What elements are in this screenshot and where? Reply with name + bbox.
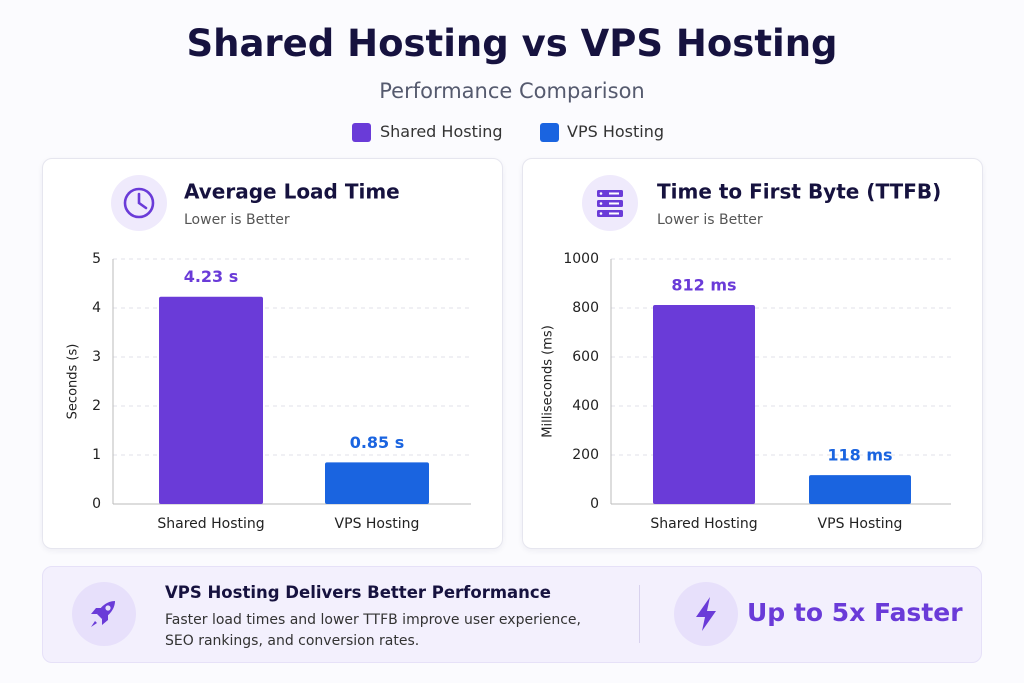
chart-card: Time to First Byte (TTFB) Lower is Bette… (522, 158, 983, 549)
chart: Average Load Time Lower is Better 0 1 2 3 4 5… (66, 175, 471, 532)
rocket-icon (72, 582, 136, 646)
x-tick-label: Shared Hosting (650, 516, 757, 532)
bar (653, 305, 755, 504)
chart-title: Time to First Byte (TTFB) (657, 180, 941, 204)
chart-subtitle: Lower is Better (184, 212, 290, 228)
value-label: 118 ms (827, 446, 892, 465)
legend-label: Shared Hosting (380, 122, 503, 141)
y-tick-label: 4 (92, 300, 101, 316)
y-tick-label: 200 (572, 447, 599, 463)
y-tick-label: 1 (92, 447, 101, 463)
y-tick-label: 2 (92, 398, 101, 414)
chart-title: Average Load Time (184, 180, 400, 204)
x-tick-label: VPS Hosting (335, 516, 420, 532)
chart-subtitle: Lower is Better (657, 212, 763, 228)
y-tick-label: 800 (572, 300, 599, 316)
clock-icon (123, 187, 155, 219)
y-tick-label: 1000 (563, 251, 599, 267)
y-tick-label: 400 (572, 398, 599, 414)
lightning-icon (674, 582, 738, 646)
divider (639, 585, 640, 643)
page-title: Shared Hosting vs VPS Hosting (186, 22, 838, 65)
server-icon (597, 190, 623, 217)
y-axis-label: Seconds (s) (66, 344, 81, 420)
summary-panel: VPS Hosting Delivers Better Performance … (42, 566, 982, 663)
value-label: 0.85 s (350, 433, 405, 452)
legend-label: VPS Hosting (567, 122, 665, 141)
summary-highlight: Up to 5x Faster (747, 598, 963, 627)
bar (809, 475, 911, 504)
summary-title: VPS Hosting Delivers Better Performance (165, 583, 551, 602)
legend-swatch (352, 123, 371, 142)
legend-swatch (540, 123, 559, 142)
chart: Time to First Byte (TTFB) Lower is Bette… (541, 175, 951, 532)
x-tick-label: VPS Hosting (818, 516, 903, 532)
x-tick-label: Shared Hosting (157, 516, 264, 532)
value-label: 812 ms (671, 276, 736, 295)
y-tick-label: 3 (92, 349, 101, 365)
y-tick-label: 0 (590, 496, 599, 512)
y-tick-label: 0 (92, 496, 101, 512)
y-axis-label: Milliseconds (ms) (541, 325, 556, 438)
y-tick-label: 600 (572, 349, 599, 365)
value-label: 4.23 s (184, 267, 239, 286)
y-tick-label: 5 (92, 251, 101, 267)
bar (159, 296, 263, 504)
page-subtitle: Performance Comparison (379, 79, 645, 103)
chart-card: Average Load Time Lower is Better 0 1 2 3 4 5… (42, 158, 503, 549)
summary-text: Faster load times and lower TTFB improve… (165, 612, 581, 649)
bar (325, 462, 429, 504)
